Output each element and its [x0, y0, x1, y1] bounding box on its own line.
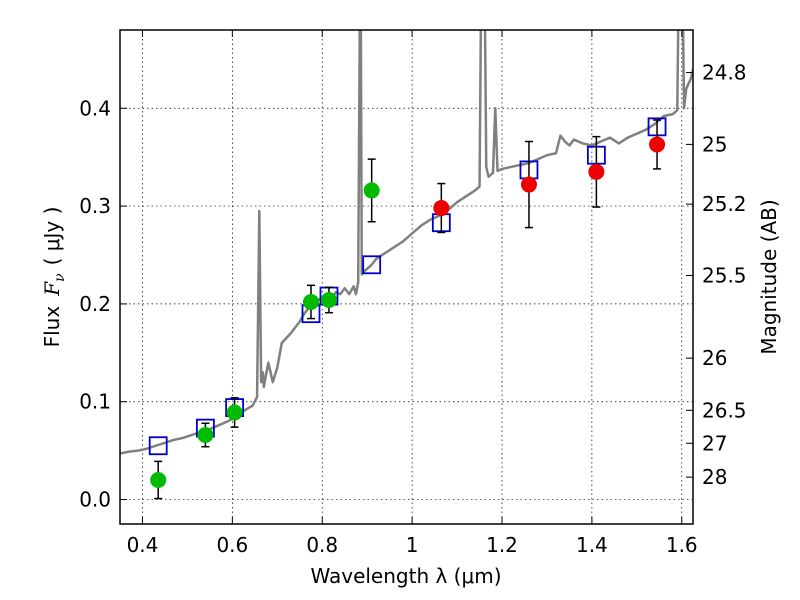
y2-tick-label: 28 — [702, 465, 727, 489]
y2-tick-label: 25 — [702, 132, 727, 156]
axes-frame — [119, 29, 694, 525]
y-axis-title-subscript: ν — [52, 273, 68, 282]
y2-tick-label: 25.2 — [702, 192, 747, 216]
optical-photometry-point — [303, 293, 319, 310]
x-tick-label: 1.2 — [486, 533, 518, 557]
plot-area — [120, 30, 693, 500]
axis-ticks: 0.4 0.6 0.8 1 1.2 1.4 1.6 0.0 0.1 0.2 0.3 0.4 24.8 25… — [79, 30, 747, 557]
y2-axis-title: Magnitude (AB) — [757, 199, 781, 354]
y-tick-label: 0.0 — [79, 488, 111, 512]
y-tick-label: 0.1 — [79, 390, 111, 414]
y2-tick-label: 25.5 — [702, 263, 747, 287]
nir-photometry-point — [649, 136, 666, 153]
optical-photometry-point — [150, 471, 167, 488]
x-tick-label: 0.8 — [306, 533, 338, 557]
grid — [120, 30, 693, 524]
optical-photometry-point — [363, 182, 380, 199]
y2-tick-label: 26 — [702, 346, 727, 370]
model-bandpass-square — [148, 436, 168, 456]
nir-photometry-point — [520, 176, 537, 193]
x-axis-title: Wavelength λ (μm) — [310, 564, 501, 588]
x-tick-label: 1.6 — [666, 533, 698, 557]
y-axis-title-unit: ( μJy ) — [40, 207, 64, 266]
x-tick-label: 0.4 — [127, 533, 159, 557]
x-tick-label: 0.6 — [216, 533, 248, 557]
model-bandpass-square — [362, 255, 382, 275]
model-spectrum-line — [120, 30, 693, 455]
y-axis-title-flux: Flux — [40, 306, 64, 348]
nir-photometry-point — [433, 200, 450, 217]
optical-photometry-point — [197, 426, 214, 443]
nir-photometry-point — [588, 163, 605, 180]
y-tick-label: 0.3 — [79, 194, 111, 218]
x-tick-label: 1 — [406, 533, 419, 557]
y-tick-label: 0.4 — [79, 96, 111, 120]
y2-tick-label: 24.8 — [702, 61, 747, 85]
y-tick-label: 0.2 — [79, 292, 111, 316]
optical-photometry-point — [320, 291, 337, 308]
y-axis-title-symbol: F — [40, 281, 64, 297]
x-tick-label: 1.4 — [576, 533, 608, 557]
optical-photometry-point — [226, 404, 243, 421]
y2-tick-label: 26.5 — [702, 398, 747, 422]
y2-tick-label: 27 — [702, 431, 727, 455]
y-axis-title: Flux Fν ( μJy ) — [40, 207, 68, 348]
